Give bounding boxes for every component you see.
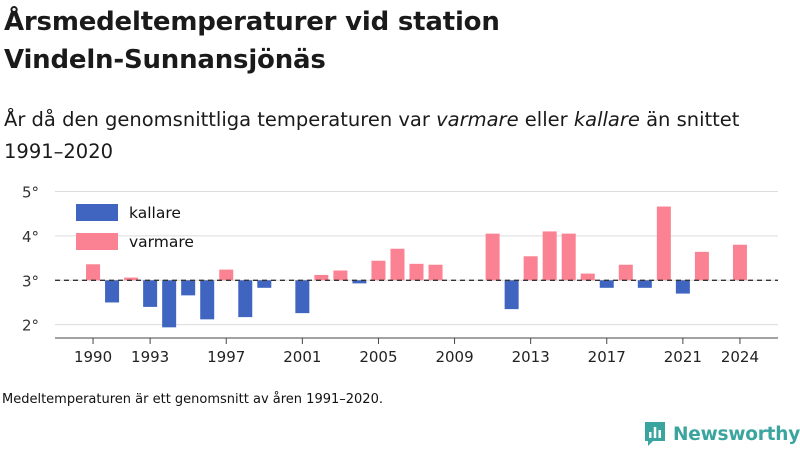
legend-label-warmer: varmare (129, 233, 194, 251)
bar-2015 (561, 233, 576, 281)
y-tick-label: 3° (22, 272, 39, 290)
bar-1999 (257, 280, 272, 288)
bar-2004 (352, 280, 367, 284)
x-tick-label: 1993 (131, 348, 169, 366)
bar-2014 (542, 231, 557, 281)
bar-2012 (504, 280, 519, 310)
bar-2013 (523, 256, 538, 281)
bar-2019 (637, 280, 652, 288)
bar-2016 (580, 273, 595, 281)
bar-2020 (656, 206, 671, 281)
y-tick-label: 2° (22, 317, 39, 335)
bar-1992 (124, 277, 139, 281)
legend-swatch-warmer (76, 233, 118, 250)
x-tick-label: 2005 (359, 348, 397, 366)
subtitle-warm-word: varmare (436, 108, 519, 131)
footnote: Medeltemperaturen är ett genomsnitt av å… (2, 392, 383, 407)
bar-1997 (219, 269, 234, 281)
bar-2011 (485, 233, 500, 281)
bar-2024 (732, 244, 747, 281)
temperature-bar-chart: 2° 3° 4° 5° 1990 1993 1997 2001 2005 2009 2013 2017… (22, 185, 778, 366)
y-tick-label: 5° (22, 185, 39, 201)
x-tick-label: 2013 (512, 348, 550, 366)
bar-2008 (428, 264, 443, 281)
x-tick-label: 2009 (435, 348, 473, 366)
newsworthy-logo-text: Newsworthy (673, 423, 800, 445)
bar-1994 (162, 280, 177, 328)
x-tick-label: 2021 (664, 348, 702, 366)
x-tick-label: 2024 (721, 348, 759, 366)
bar-2007 (409, 263, 424, 281)
chart-subtitle: År då den genomsnittliga temperaturen va… (4, 104, 784, 168)
bar-2018 (618, 264, 633, 281)
y-tick-label: 4° (22, 228, 39, 246)
bar-2017 (599, 280, 614, 288)
bar-1991 (105, 280, 120, 303)
bar-1995 (181, 280, 196, 296)
bar-1990 (86, 264, 101, 281)
bar-2006 (390, 248, 405, 281)
chart-title-line-1: Årsmedeltemperaturer vid station (4, 7, 500, 37)
bar-2001 (295, 280, 310, 314)
bar-2003 (333, 270, 348, 281)
legend-swatch-colder (76, 204, 118, 221)
legend-label-colder: kallare (129, 204, 181, 222)
bar-2002 (314, 274, 329, 281)
chart-title: Årsmedeltemperaturer vid station Vindeln… (4, 3, 784, 79)
x-tick-label: 2001 (283, 348, 321, 366)
bar-2022 (694, 251, 709, 281)
chart-title-line-2: Vindeln-Sunnansjönäs (4, 45, 326, 75)
bar-2005 (371, 260, 386, 281)
subtitle-text-1: År då den genomsnittliga temperaturen va… (4, 108, 437, 131)
newsworthy-logo-icon (645, 422, 665, 446)
x-tick-label: 1997 (207, 348, 245, 366)
subtitle-text-3: än snittet 1991–2020 (4, 108, 740, 163)
newsworthy-logo[interactable]: Newsworthy (643, 420, 800, 448)
bar-1998 (238, 280, 253, 318)
bar-1996 (200, 280, 215, 320)
x-tick-label: 2017 (588, 348, 626, 366)
x-tick-label: 1990 (74, 348, 112, 366)
subtitle-cold-word: kallare (573, 108, 640, 131)
bar-1993 (143, 280, 158, 307)
subtitle-text-2: eller (518, 108, 574, 131)
bar-2021 (675, 280, 690, 294)
